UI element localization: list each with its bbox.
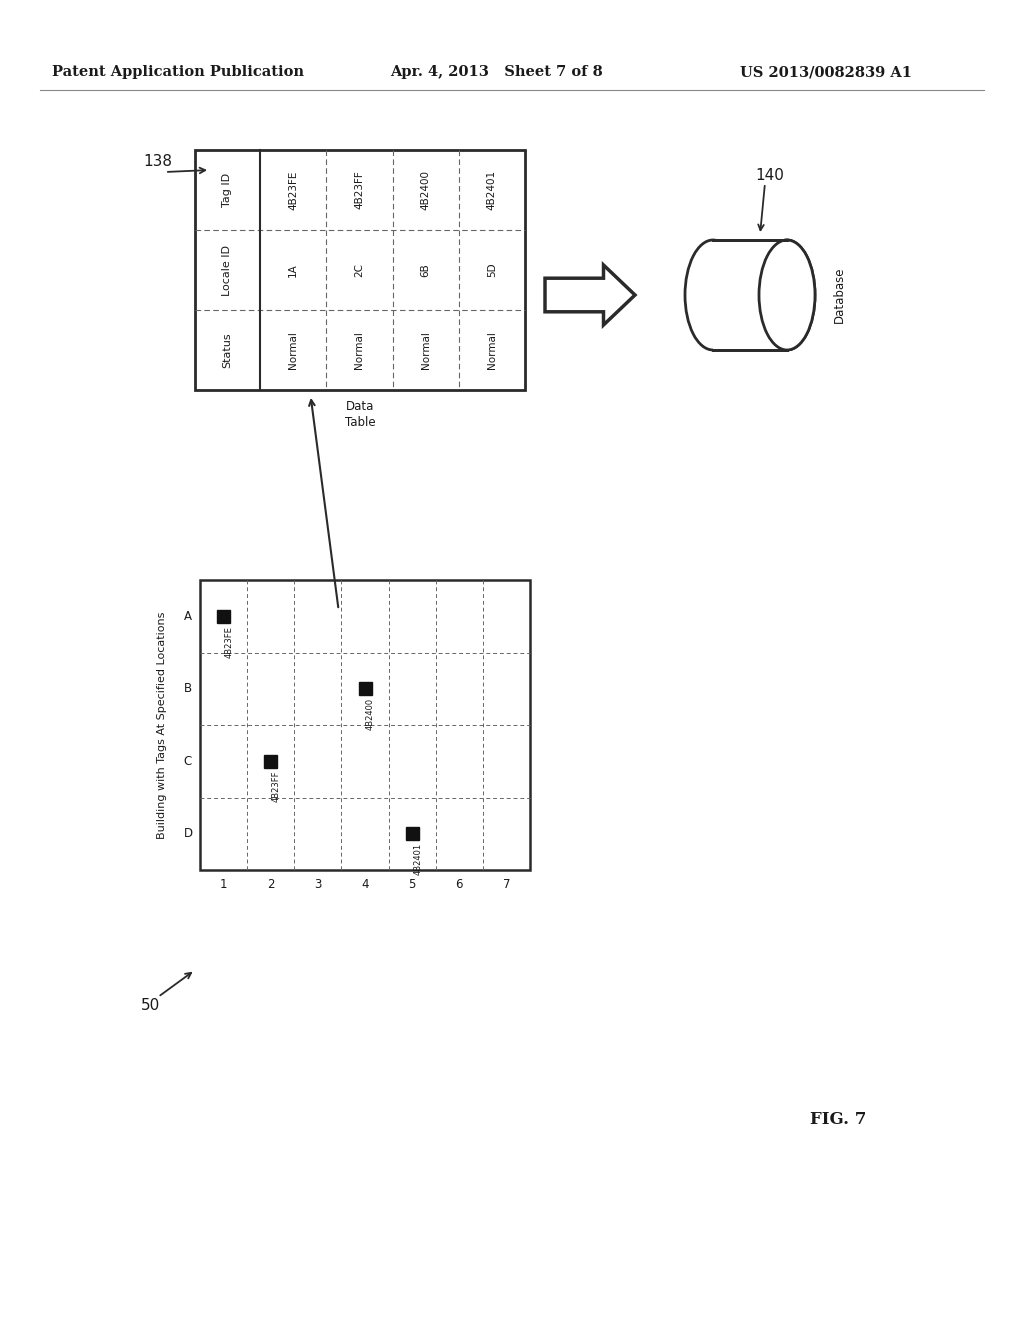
Text: 2C: 2C [354,263,365,277]
Text: Normal: Normal [421,331,431,368]
Text: Normal: Normal [486,331,497,368]
Text: Apr. 4, 2013   Sheet 7 of 8: Apr. 4, 2013 Sheet 7 of 8 [390,65,603,79]
Text: 138: 138 [143,154,172,169]
Ellipse shape [685,240,741,350]
Bar [217,610,230,623]
Ellipse shape [759,240,815,350]
Bar [195,150,525,389]
Text: 5D: 5D [486,263,497,277]
Text: Building with Tags At Specified Locations: Building with Tags At Specified Location… [157,611,167,838]
Text: 1A: 1A [288,263,298,277]
Text: FIG. 7: FIG. 7 [810,1111,866,1129]
Text: C: C [184,755,193,768]
Text: 4B2400: 4B2400 [421,170,431,210]
Text: Normal: Normal [354,331,365,368]
Text: Database: Database [833,267,846,323]
Text: 6B: 6B [421,263,431,277]
Text: D: D [183,828,193,841]
Text: 1: 1 [220,879,227,891]
Text: 4B23FF: 4B23FF [354,170,365,210]
Text: 4B23FE: 4B23FE [224,626,233,657]
Text: Data
Table: Data Table [345,400,376,429]
Text: 4: 4 [361,879,369,891]
Bar [264,755,278,768]
Ellipse shape [759,240,815,350]
Text: 3: 3 [314,879,322,891]
Text: 7: 7 [503,879,510,891]
Bar [713,242,787,348]
Text: 2: 2 [267,879,274,891]
Text: Locale ID: Locale ID [222,244,232,296]
Text: Tag ID: Tag ID [222,173,232,207]
Text: A: A [184,610,193,623]
Text: 140: 140 [756,168,784,182]
Text: 4B23FE: 4B23FE [288,170,298,210]
Text: US 2013/0082839 A1: US 2013/0082839 A1 [740,65,912,79]
Text: 4B2401: 4B2401 [486,170,497,210]
Polygon shape [545,265,635,325]
Text: B: B [184,682,193,696]
Text: 4B2401: 4B2401 [413,843,422,875]
Text: 4B2400: 4B2400 [366,698,375,730]
Text: Patent Application Publication: Patent Application Publication [52,65,304,79]
Text: 4B23FF: 4B23FF [271,771,281,803]
Bar [713,240,787,350]
Bar [200,579,530,870]
Text: Status: Status [222,333,232,368]
Text: 50: 50 [140,998,160,1012]
Bar [406,828,419,841]
Bar [358,682,372,696]
Text: 6: 6 [456,879,463,891]
Text: Normal: Normal [288,331,298,368]
Text: 5: 5 [409,879,416,891]
